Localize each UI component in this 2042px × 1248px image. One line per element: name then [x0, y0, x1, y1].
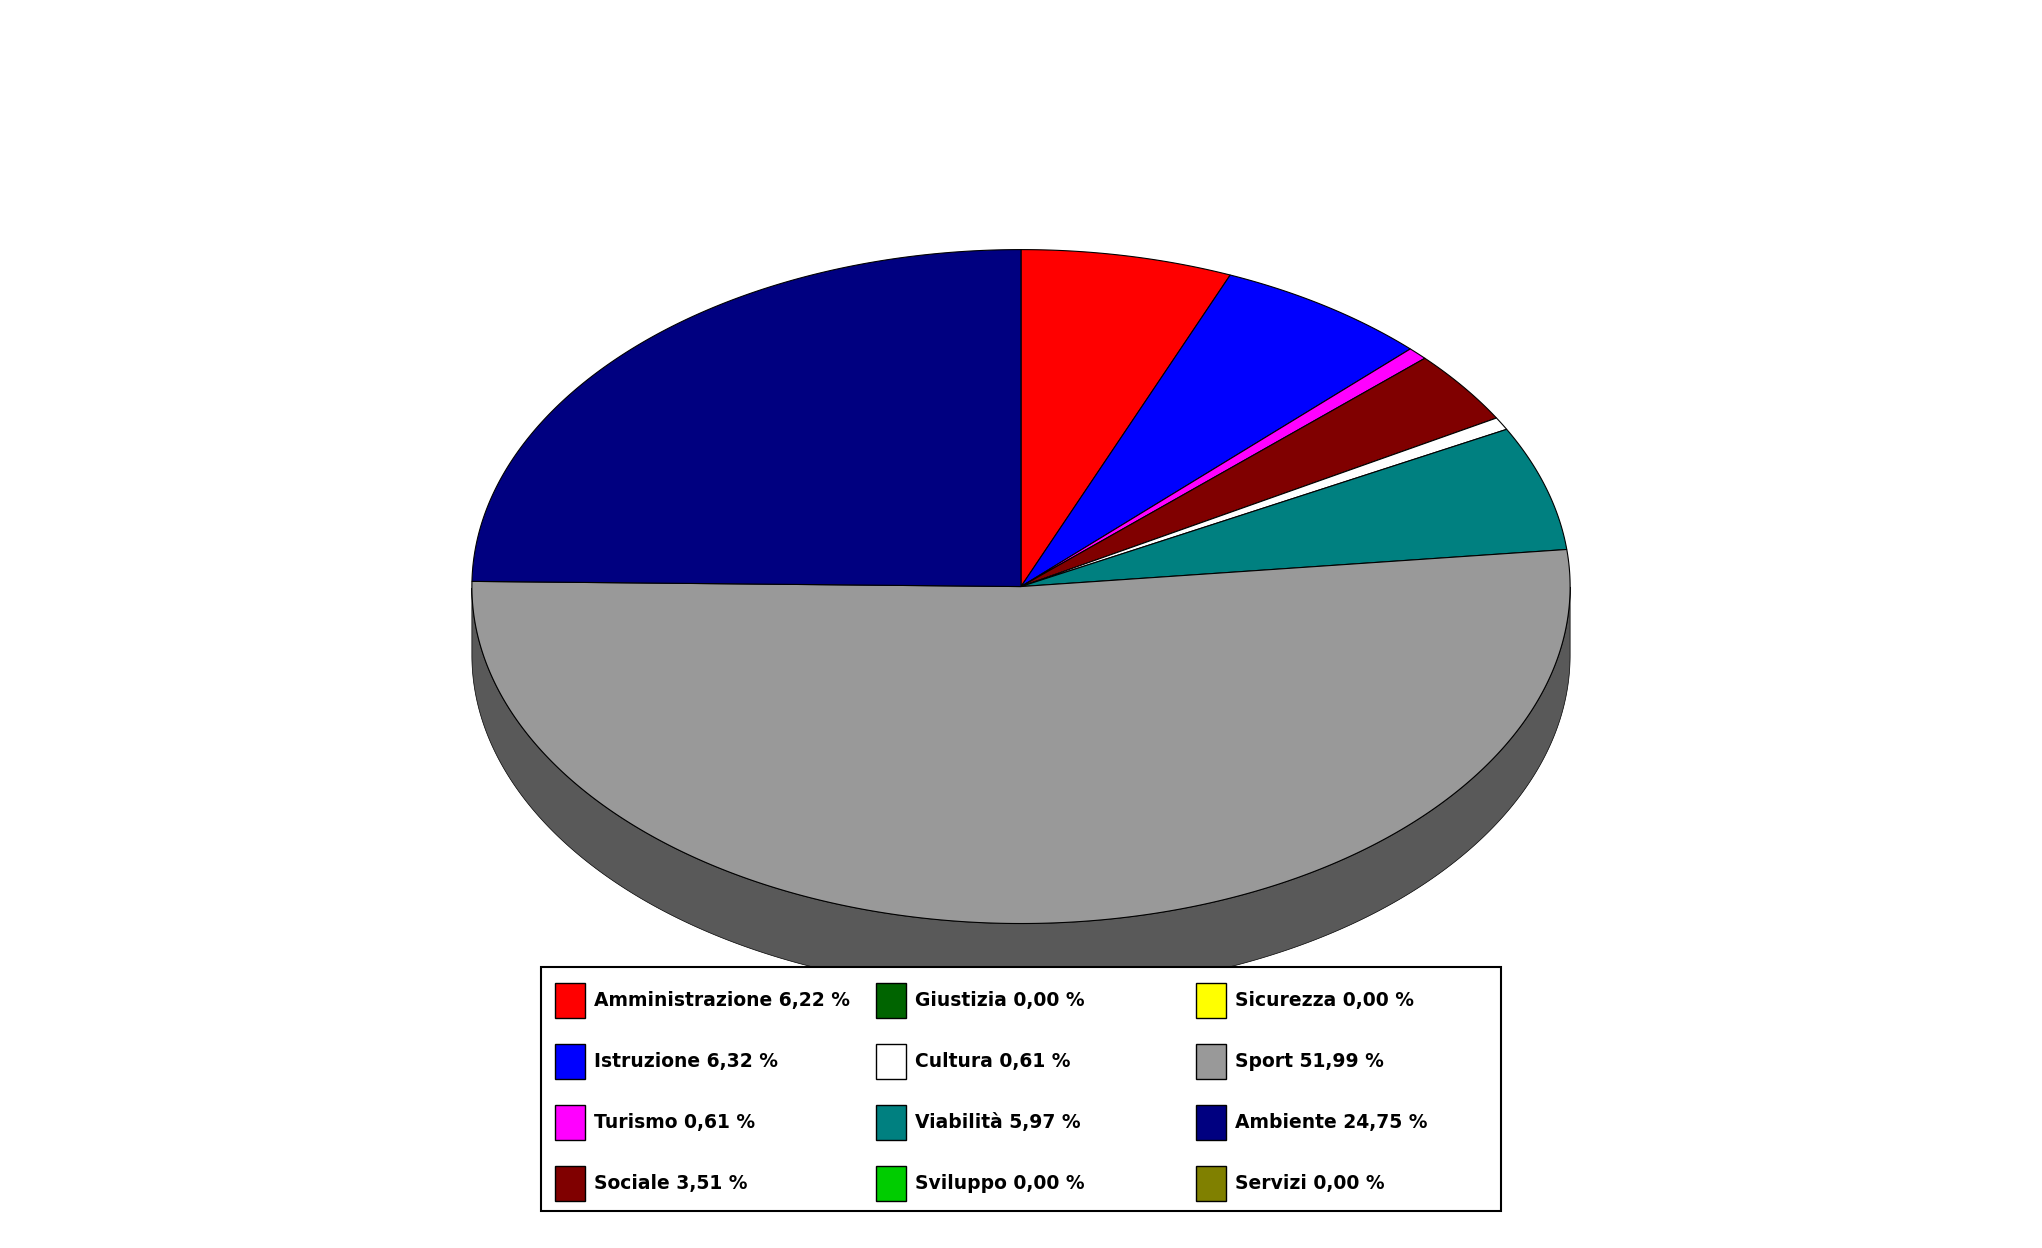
- Text: Servizi 0,00 %: Servizi 0,00 %: [1235, 1173, 1384, 1193]
- Text: Sicurezza 0,00 %: Sicurezza 0,00 %: [1235, 991, 1413, 1010]
- FancyBboxPatch shape: [876, 1104, 907, 1139]
- Polygon shape: [1021, 275, 1411, 587]
- FancyBboxPatch shape: [555, 1104, 586, 1139]
- FancyBboxPatch shape: [1197, 1166, 1225, 1201]
- Text: Sport 51,99 %: Sport 51,99 %: [1235, 1052, 1384, 1071]
- Text: Giustizia 0,00 %: Giustizia 0,00 %: [915, 991, 1084, 1010]
- Text: Istruzione 6,32 %: Istruzione 6,32 %: [594, 1052, 778, 1071]
- FancyBboxPatch shape: [876, 983, 907, 1018]
- Text: Sociale 3,51 %: Sociale 3,51 %: [594, 1173, 747, 1193]
- Polygon shape: [1021, 250, 1229, 587]
- FancyBboxPatch shape: [541, 967, 1501, 1211]
- Text: Ambiente 24,75 %: Ambiente 24,75 %: [1235, 1113, 1427, 1132]
- FancyBboxPatch shape: [1197, 1045, 1225, 1080]
- Text: Sviluppo 0,00 %: Sviluppo 0,00 %: [915, 1173, 1084, 1193]
- Text: Viabilità 5,97 %: Viabilità 5,97 %: [915, 1113, 1080, 1132]
- FancyBboxPatch shape: [555, 1045, 586, 1080]
- Text: Amministrazione 6,22 %: Amministrazione 6,22 %: [594, 991, 849, 1010]
- Polygon shape: [1021, 358, 1497, 587]
- FancyBboxPatch shape: [555, 1166, 586, 1201]
- FancyBboxPatch shape: [1197, 983, 1225, 1018]
- Polygon shape: [472, 549, 1570, 924]
- FancyBboxPatch shape: [876, 1045, 907, 1080]
- Text: Cultura 0,61 %: Cultura 0,61 %: [915, 1052, 1070, 1071]
- Polygon shape: [1021, 418, 1507, 587]
- Polygon shape: [1021, 429, 1566, 587]
- Polygon shape: [472, 587, 1570, 992]
- Text: Turismo 0,61 %: Turismo 0,61 %: [594, 1113, 756, 1132]
- Polygon shape: [1021, 349, 1425, 587]
- FancyBboxPatch shape: [555, 983, 586, 1018]
- Polygon shape: [472, 250, 1021, 587]
- FancyBboxPatch shape: [876, 1166, 907, 1201]
- FancyBboxPatch shape: [1197, 1104, 1225, 1139]
